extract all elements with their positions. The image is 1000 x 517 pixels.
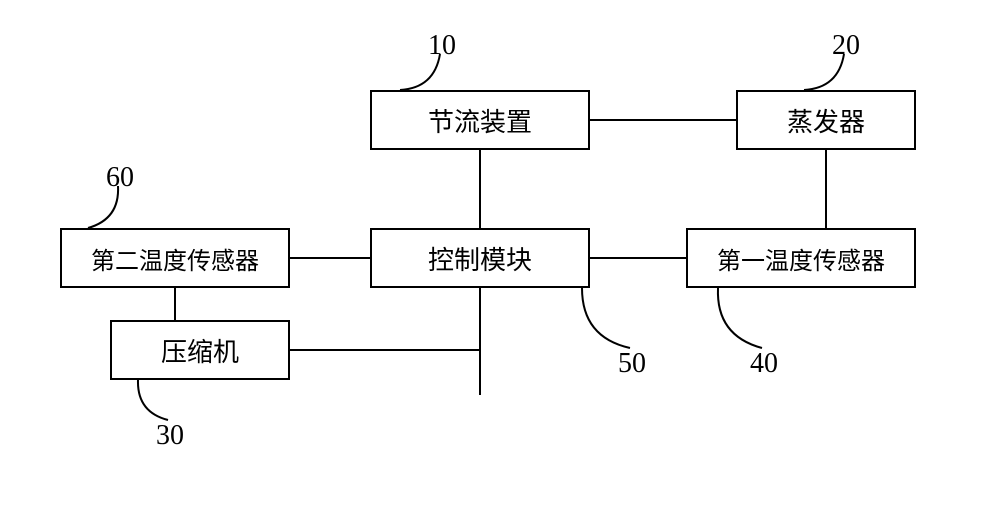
edge [290,288,480,350]
node-number-n60: 60 [106,162,134,194]
leader-line [718,288,762,348]
node-number-n40: 40 [750,348,778,380]
node-number-n30: 30 [156,420,184,452]
node-number-n10: 10 [428,30,456,62]
node-number-n20: 20 [832,30,860,62]
node-box-n30: 压缩机 [110,320,290,380]
node-label: 节流装置 [428,102,532,139]
node-label: 控制模块 [428,240,532,277]
leader-line [138,380,168,420]
node-box-n10: 节流装置 [370,90,590,150]
node-label: 第二温度传感器 [91,241,259,276]
node-label: 压缩机 [161,332,239,369]
node-box-n60: 第二温度传感器 [60,228,290,288]
node-box-n40: 第一温度传感器 [686,228,916,288]
node-box-n20: 蒸发器 [736,90,916,150]
node-label: 蒸发器 [787,102,865,139]
node-number-n50: 50 [618,348,646,380]
node-box-n50: 控制模块 [370,228,590,288]
block-diagram: 节流装置 蒸发器第二温度传感器 控制模块 第一温度传感器压缩机 10 20 60 50 40 3… [0,0,1000,512]
node-label: 第一温度传感器 [717,241,885,276]
leader-line [582,288,630,348]
